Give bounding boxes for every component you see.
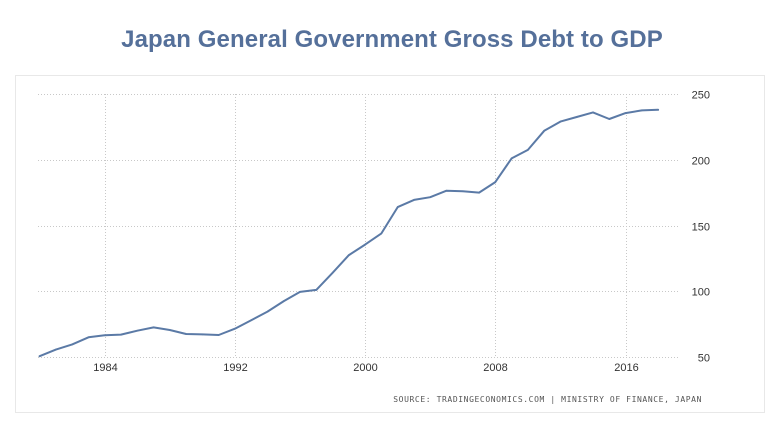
- data-point: [559, 120, 562, 123]
- y-axis-ticks: 50 100 150 200 250: [692, 90, 710, 365]
- data-point: [299, 291, 301, 293]
- x-tick-label: 2008: [483, 362, 507, 374]
- data-point: [152, 326, 155, 329]
- data-point: [185, 333, 187, 335]
- data-point: [266, 310, 269, 313]
- y-tick-label: 100: [692, 287, 710, 299]
- data-point: [201, 333, 204, 336]
- data-point: [234, 327, 236, 330]
- data-point: [543, 130, 545, 132]
- data-point: [38, 355, 41, 358]
- data-point: [55, 348, 57, 351]
- data-point: [592, 111, 594, 114]
- data-point: [283, 300, 285, 302]
- data-point: [624, 112, 627, 114]
- data-point: [348, 254, 350, 256]
- data-point: [462, 190, 464, 193]
- data-point: [396, 206, 399, 208]
- data-point: [575, 116, 578, 118]
- data-point: [331, 272, 334, 274]
- data-point: [657, 109, 659, 111]
- data-point: [478, 191, 480, 194]
- x-tick-label: 1992: [223, 362, 247, 374]
- data-point: [315, 289, 318, 291]
- chart-frame: [15, 75, 765, 413]
- data-point: [641, 109, 643, 112]
- data-point: [120, 333, 122, 336]
- data-point: [608, 118, 611, 120]
- x-axis-ticks: 1984 1992 2000 2008 2016: [93, 362, 638, 374]
- chart-title: Japan General Government Gross Debt to G…: [121, 26, 663, 53]
- x-tick-label: 2016: [614, 362, 638, 374]
- data-point: [429, 196, 432, 198]
- data-point: [364, 243, 366, 246]
- source-note: SOURCE: TRADINGECONOMICS.COM | MINISTRY …: [393, 395, 702, 404]
- data-point: [169, 329, 171, 331]
- y-tick-label: 250: [692, 90, 710, 102]
- data-point: [250, 319, 252, 322]
- x-tick-label: 1984: [93, 362, 117, 374]
- grid-lines: [38, 94, 680, 358]
- data-point: [87, 336, 90, 339]
- x-tick-label: 2000: [353, 362, 377, 374]
- data-point: [136, 329, 139, 332]
- data-point: [510, 157, 513, 160]
- data-point: [445, 189, 448, 192]
- data-point: [217, 334, 220, 336]
- y-tick-label: 200: [692, 156, 710, 168]
- data-point: [527, 149, 529, 151]
- data-point: [103, 334, 106, 337]
- series-line: [38, 108, 660, 358]
- y-tick-label: 150: [692, 222, 710, 234]
- data-series: [38, 108, 660, 358]
- y-tick-label: 50: [698, 353, 710, 365]
- data-point: [380, 232, 383, 235]
- data-point: [71, 343, 73, 346]
- data-point: [413, 199, 415, 201]
- data-point: [494, 181, 497, 183]
